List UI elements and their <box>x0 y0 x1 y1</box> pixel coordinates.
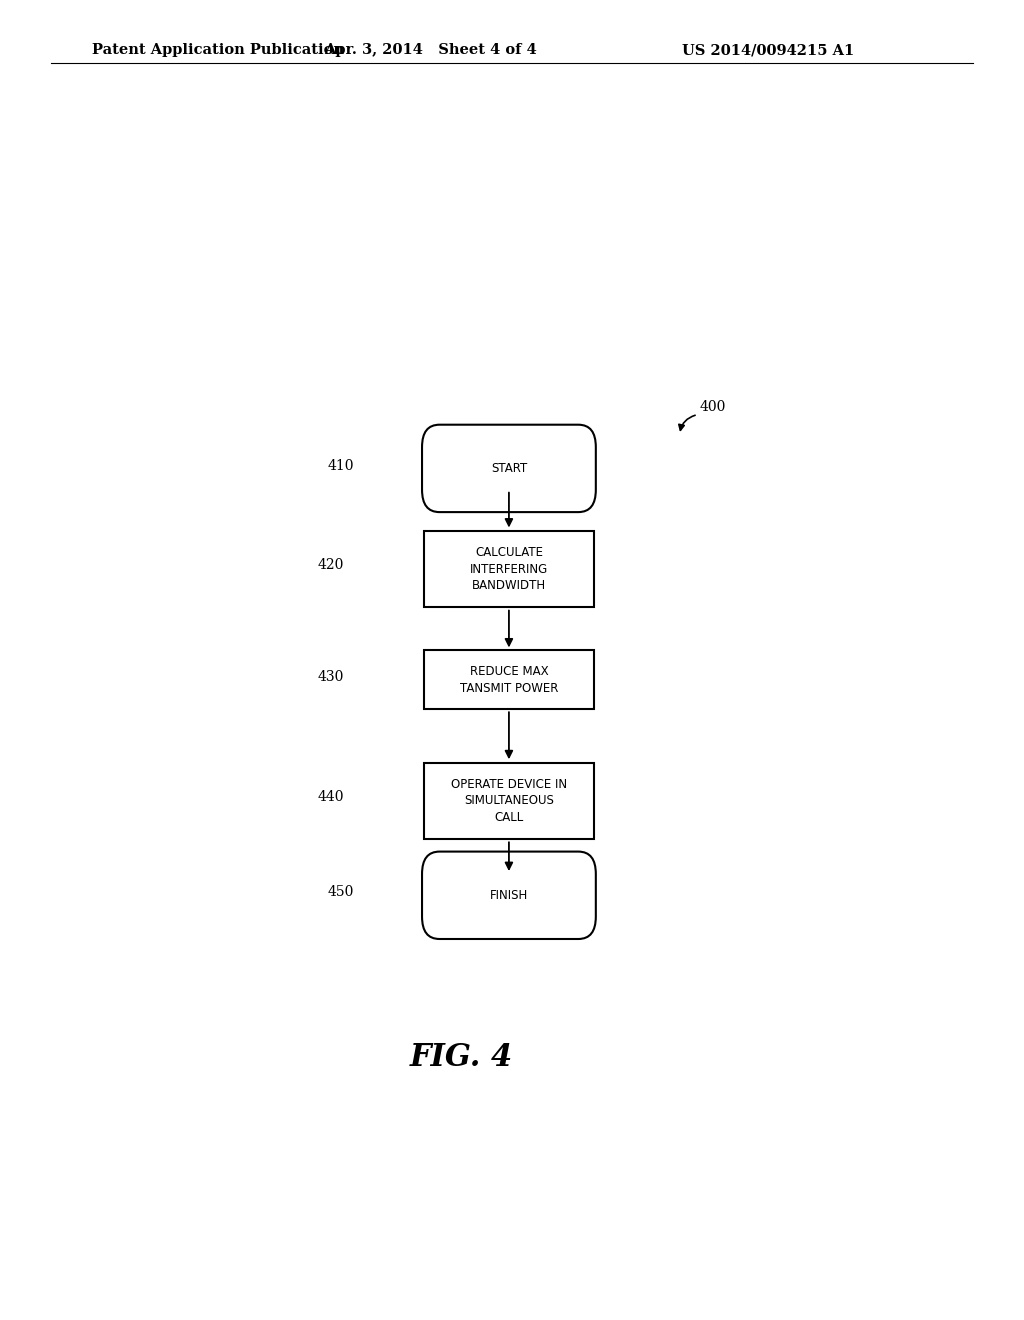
Text: FINISH: FINISH <box>489 888 528 902</box>
Text: 420: 420 <box>317 558 344 572</box>
Text: REDUCE MAX
TANSMIT POWER: REDUCE MAX TANSMIT POWER <box>460 665 558 694</box>
Bar <box>424 763 594 840</box>
Text: 430: 430 <box>317 669 344 684</box>
Text: 400: 400 <box>699 400 726 414</box>
Text: FIG. 4: FIG. 4 <box>410 1043 513 1073</box>
Text: 440: 440 <box>317 789 344 804</box>
Text: START: START <box>490 462 527 475</box>
Text: OPERATE DEVICE IN
SIMULTANEOUS
CALL: OPERATE DEVICE IN SIMULTANEOUS CALL <box>451 777 567 824</box>
Text: CALCULATE
INTERFERING
BANDWIDTH: CALCULATE INTERFERING BANDWIDTH <box>470 546 548 593</box>
Text: 450: 450 <box>328 886 354 899</box>
Bar <box>424 651 594 709</box>
Text: 410: 410 <box>328 459 354 474</box>
FancyBboxPatch shape <box>422 851 596 939</box>
Text: Apr. 3, 2014   Sheet 4 of 4: Apr. 3, 2014 Sheet 4 of 4 <box>324 44 537 57</box>
Bar <box>424 531 594 607</box>
FancyBboxPatch shape <box>422 425 596 512</box>
Text: US 2014/0094215 A1: US 2014/0094215 A1 <box>682 44 854 57</box>
Text: Patent Application Publication: Patent Application Publication <box>92 44 344 57</box>
